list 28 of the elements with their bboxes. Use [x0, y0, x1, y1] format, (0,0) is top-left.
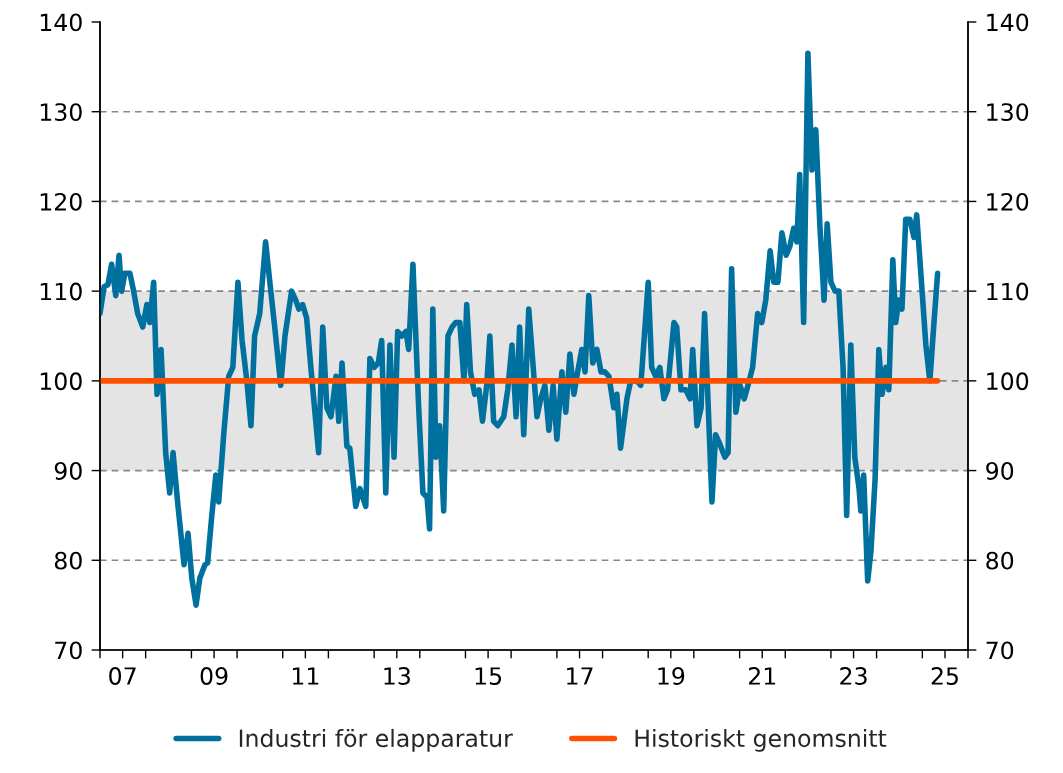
- x-tick-label: 11: [292, 667, 319, 685]
- legend-label: Historiskt genomsnitt: [635, 728, 887, 752]
- x-tick-label: 17: [567, 667, 593, 685]
- y2-tick-label: 140: [987, 13, 1029, 32]
- x-tick-label: 07: [109, 667, 136, 685]
- y2-tick-label: 100: [987, 372, 1029, 391]
- y2-tick-label: 90: [986, 462, 1014, 480]
- x-tick-label: 13: [384, 667, 410, 685]
- y-tick-label: 140: [40, 13, 82, 32]
- y-tick-label: 70: [55, 641, 82, 660]
- y2-tick-label: 120: [987, 192, 1029, 211]
- x-tick-label: 23: [840, 667, 867, 685]
- y-tick-label: 130: [40, 103, 82, 122]
- y2-tick-label: 70: [986, 641, 1014, 660]
- y-tick-label: 90: [54, 462, 82, 480]
- x-tick-label: 25: [931, 667, 958, 685]
- y2-tick-label: 80: [986, 551, 1014, 570]
- y2-tick-label: 110: [987, 282, 1029, 301]
- y2-tick-label: 130: [987, 103, 1029, 122]
- y-tick-label: 110: [40, 282, 82, 301]
- x-tick-label: 19: [658, 667, 685, 685]
- y-tick-label: 80: [54, 551, 82, 570]
- y-tick-label: 120: [40, 192, 82, 211]
- y-tick-label: 100: [40, 372, 82, 391]
- x-tick-label: 15: [475, 667, 502, 685]
- x-tick-label: 09: [200, 667, 228, 685]
- x-tick-label: 21: [748, 667, 776, 685]
- legend-label: Industri för elapparatur: [239, 728, 513, 752]
